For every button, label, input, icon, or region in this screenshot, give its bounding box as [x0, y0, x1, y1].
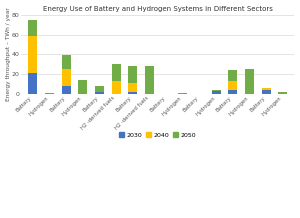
Bar	[145, 66, 154, 94]
Bar	[212, 90, 221, 91]
Title: Energy Use of Battery and Hydrogen Systems in Different Sectors: Energy Use of Battery and Hydrogen Syste…	[43, 5, 273, 12]
Bar	[228, 81, 237, 90]
Bar	[61, 69, 71, 86]
Bar	[245, 69, 254, 94]
Bar	[61, 86, 71, 94]
Bar	[95, 92, 104, 94]
Bar	[178, 93, 188, 94]
Bar	[45, 93, 54, 94]
Bar	[61, 55, 71, 69]
Bar	[95, 86, 104, 92]
Bar	[78, 80, 87, 94]
Bar	[262, 90, 271, 94]
Bar	[28, 36, 38, 73]
Y-axis label: Energy throughput – TWh / year: Energy throughput – TWh / year	[6, 7, 10, 101]
Bar	[112, 64, 121, 81]
Bar	[212, 91, 221, 94]
Bar	[128, 83, 137, 92]
Bar	[262, 88, 271, 90]
Bar	[128, 92, 137, 94]
Bar	[278, 92, 287, 94]
Bar	[228, 90, 237, 94]
Bar	[128, 66, 137, 83]
Bar	[28, 20, 38, 36]
Bar	[28, 73, 38, 94]
Bar	[228, 70, 237, 81]
Legend: 2030, 2040, 2050: 2030, 2040, 2050	[117, 129, 199, 140]
Bar	[112, 81, 121, 94]
